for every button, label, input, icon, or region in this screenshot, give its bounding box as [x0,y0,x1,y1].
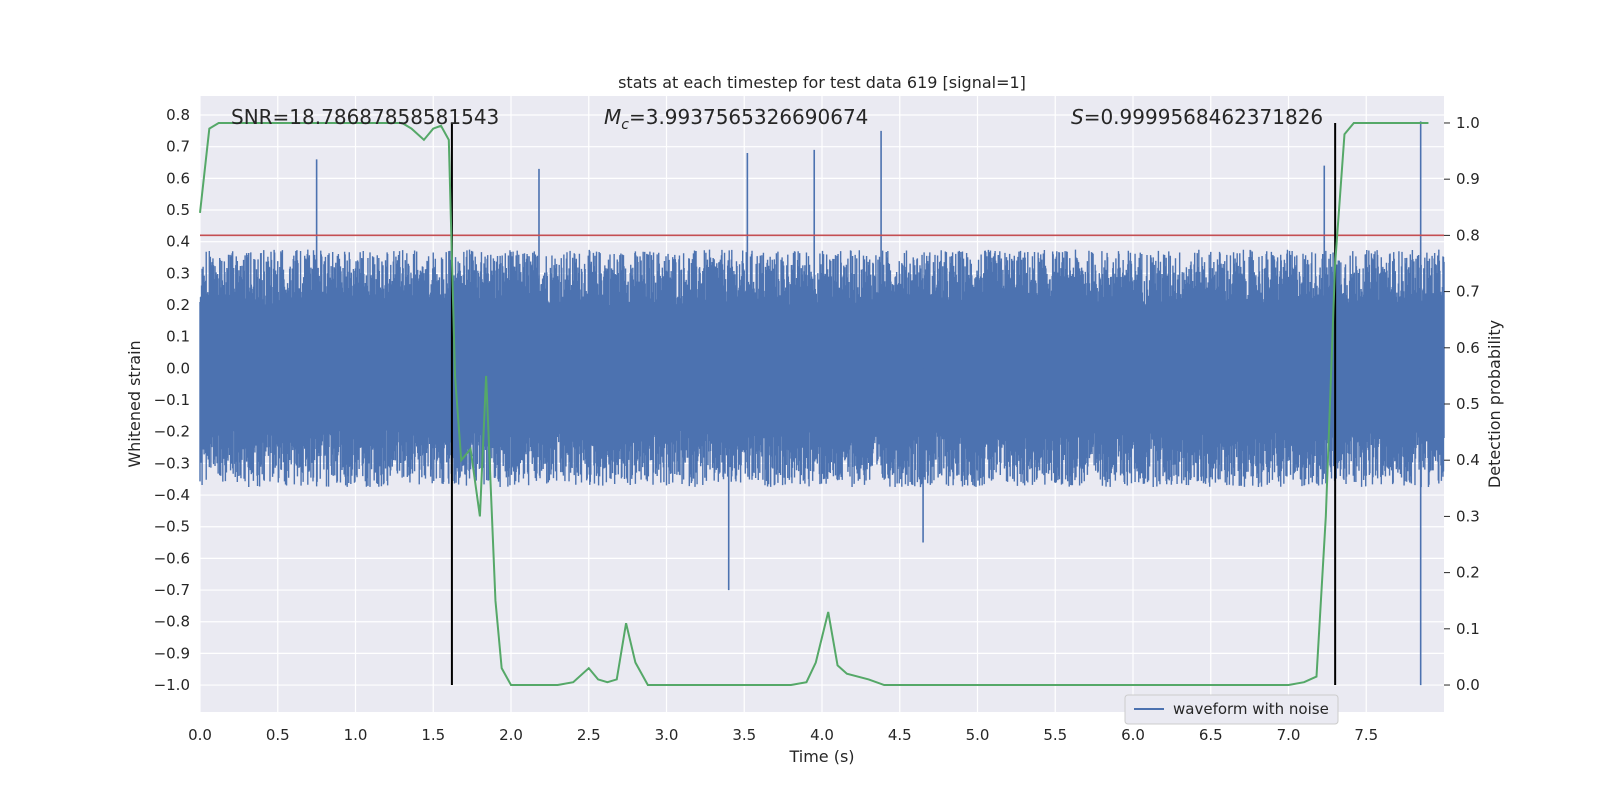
y-left-tick-label: 0.5 [166,201,190,219]
x-tick-label: 5.0 [966,726,990,744]
x-tick-label: 2.5 [577,726,601,744]
y-right-tick-label: 0.5 [1456,395,1480,413]
x-tick-label: 3.5 [732,726,756,744]
detection-probability-line [199,121,1429,687]
s-symbol: S [1071,105,1084,129]
y-right-tick-label: 0.2 [1456,564,1480,582]
y-left-tick-label: −0.7 [154,581,190,599]
x-tick-label: 6.5 [1199,726,1223,744]
chirp-mass-annotation: Mc=3.9937565326690674 [604,105,868,133]
x-axis-ticks: 0.0 0.5 1.0 1.5 2.0 2.5 3.0 3.5 4.0 4.5 5.0 5.5 6.0 6… [188,726,1378,744]
y-left-tick-label: 0.2 [166,296,190,314]
x-tick-label: 0.5 [266,726,290,744]
x-tick-label: 2.0 [499,726,523,744]
legend-box [1124,694,1339,725]
x-tick-label: 4.0 [810,726,834,744]
y-left-tick-label: −0.2 [154,423,190,441]
y-right-tick-label: 0.6 [1456,339,1480,357]
overlay-lines [200,122,1444,686]
x-tick-label: 5.5 [1043,726,1067,744]
legend-label: waveform with noise [1173,700,1329,718]
y-right-tick-label: 0.3 [1456,507,1480,525]
s-value: =0.9999568462371826 [1084,105,1323,129]
y-right-axis-ticks: 1.0 0.9 0.8 0.7 0.6 0.5 0.4 0.3 0.2 0.1 0.0 [1444,114,1480,694]
x-tick-label: 3.0 [655,726,679,744]
y-left-tick-label: −0.1 [154,391,190,409]
y-left-axis-ticks: 0.8 0.7 0.6 0.5 0.4 0.3 0.2 0.1 0.0 −0.1 −0.2 −0.3 −… [154,106,190,694]
y-left-tick-label: −0.6 [154,549,190,567]
mc-subscript: c [621,117,629,133]
y-right-tick-label: 0.1 [1456,620,1480,638]
x-tick-label: 1.5 [421,726,445,744]
probability-series [199,121,1429,687]
x-axis-label: Time (s) [788,747,854,766]
y-right-tick-label: 0.0 [1456,676,1480,694]
y-left-tick-label: −1.0 [154,676,190,694]
y-left-tick-label: −0.5 [154,518,190,536]
y-left-tick-label: 0.7 [166,138,190,156]
y-left-tick-label: 0.4 [166,233,190,251]
chart-title: stats at each timestep for test data 619… [618,73,1026,92]
legend: waveform with noise [1124,694,1339,725]
y-left-axis-label: Whitened strain [125,340,144,467]
y-left-tick-label: −0.4 [154,486,190,504]
waveform-series [199,121,1445,686]
y-right-tick-label: 0.9 [1456,170,1480,188]
y-right-axis-label: Detection probability [1485,320,1504,488]
mc-value: =3.9937565326690674 [629,105,868,129]
x-tick-label: 7.0 [1277,726,1301,744]
x-tick-label: 4.5 [888,726,912,744]
mc-symbol: M [604,105,621,129]
y-left-tick-label: −0.8 [154,613,190,631]
y-left-tick-label: 0.8 [166,106,190,124]
snr-annotation: SNR=18.78687858581543 [231,105,499,129]
x-tick-label: 1.0 [344,726,368,744]
statistic-annotation: S=0.9999568462371826 [1071,105,1323,129]
y-left-tick-label: 0.1 [166,328,190,346]
x-tick-label: 6.0 [1121,726,1145,744]
y-left-tick-label: −0.9 [154,644,190,662]
y-right-tick-label: 0.8 [1456,226,1480,244]
y-right-tick-label: 0.4 [1456,451,1480,469]
y-right-tick-label: 1.0 [1456,114,1480,132]
y-right-tick-label: 0.7 [1456,283,1480,301]
y-left-tick-label: 0.6 [166,169,190,187]
x-tick-label: 0.0 [188,726,212,744]
waveform-line [199,249,1445,488]
y-left-tick-label: −0.3 [154,454,190,472]
y-left-tick-label: 0.3 [166,264,190,282]
x-tick-label: 7.5 [1354,726,1378,744]
y-left-tick-label: 0.0 [166,359,190,377]
